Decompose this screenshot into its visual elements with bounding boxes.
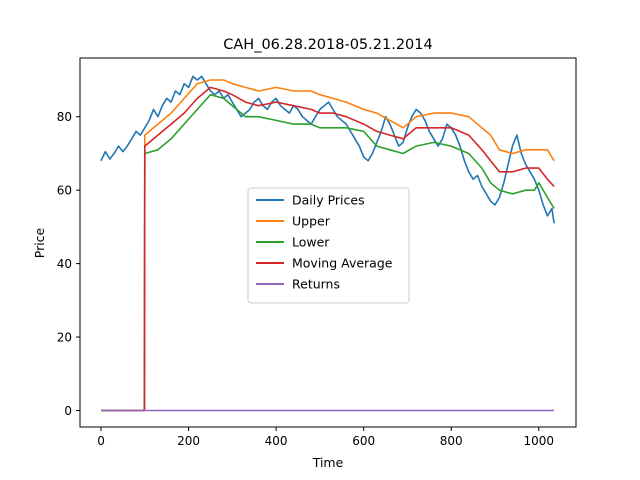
series-line-3 [101, 86, 555, 412]
ticks-layer: 0 200 400 600 800 1000 0 20 40 60 80 [57, 110, 554, 448]
x-tick-label: 400 [265, 434, 288, 448]
legend-box [247, 187, 410, 304]
legend-label: Lower [292, 235, 330, 250]
series-line-1 [101, 79, 555, 412]
y-tick-label: 0 [64, 404, 72, 418]
x-axis-label: Time [312, 455, 344, 470]
y-axis-label: Price [32, 227, 47, 258]
series-line-0 [100, 75, 555, 224]
x-tick-label: 200 [177, 434, 200, 448]
x-tick-label: 600 [352, 434, 375, 448]
legend-label: Upper [292, 214, 331, 229]
series-layer [100, 75, 555, 412]
legend-label: Moving Average [292, 256, 393, 271]
y-tick-label: 40 [57, 257, 72, 271]
x-tick-label: 1000 [524, 434, 555, 448]
series-line-2 [101, 93, 555, 412]
legend-label: Returns [292, 277, 340, 292]
chart-title: CAH_06.28.2018-05.21.2014 [223, 37, 432, 53]
y-tick-label: 80 [57, 110, 72, 124]
y-tick-label: 20 [57, 331, 72, 345]
plot-frame [79, 57, 577, 428]
x-tick-label: 800 [440, 434, 463, 448]
legend: Daily Prices Upper Lower Moving Average Retu… [247, 187, 410, 304]
y-tick-label: 60 [57, 184, 72, 198]
x-tick-label: 0 [97, 434, 105, 448]
legend-label: Daily Prices [292, 193, 365, 208]
